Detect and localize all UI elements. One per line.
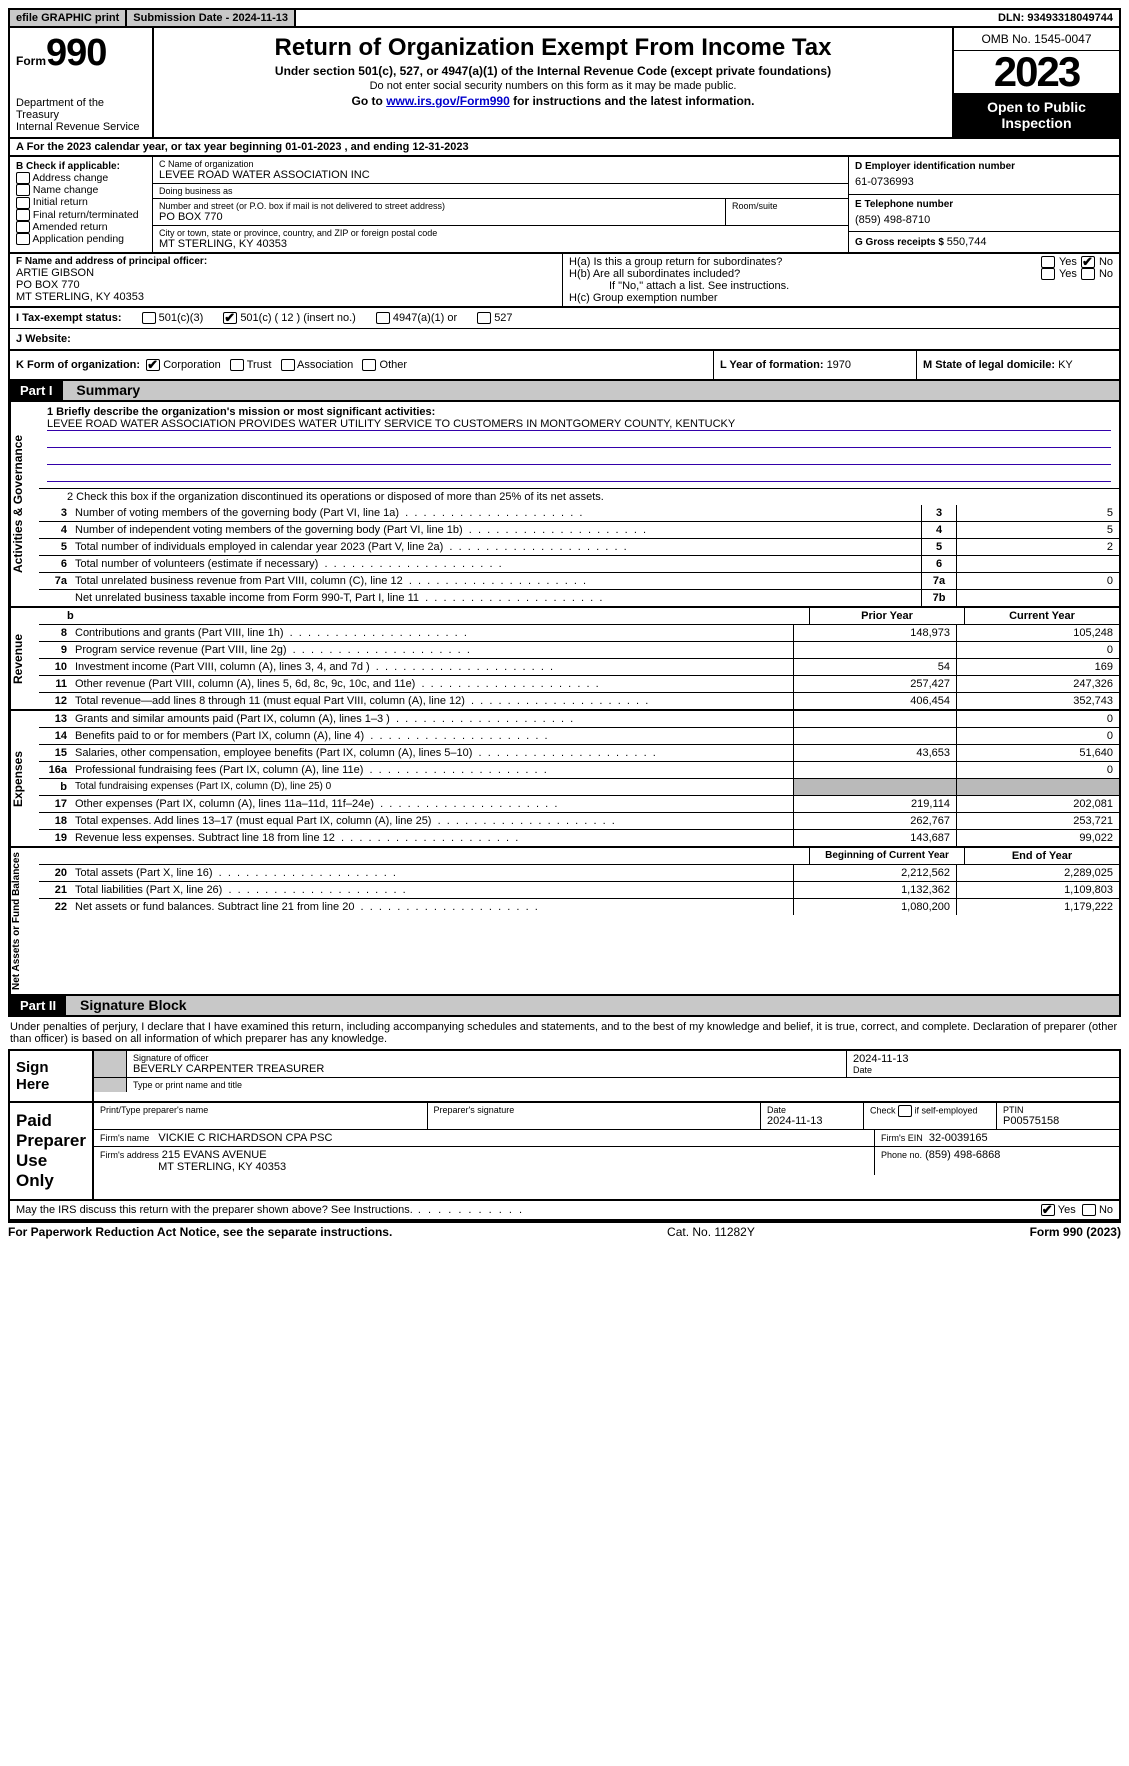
subtitle-2: Do not enter social security numbers on … [160, 80, 946, 92]
table-row: 5 Total number of individuals employed i… [39, 539, 1119, 556]
chk-final-return[interactable] [16, 209, 30, 221]
year-formation: 1970 [827, 359, 851, 371]
table-row: 19 Revenue less expenses. Subtract line … [39, 830, 1119, 846]
table-row: 18 Total expenses. Add lines 13–17 (must… [39, 813, 1119, 830]
mission-block: 1 Briefly describe the organization's mi… [39, 402, 1119, 489]
chk-501c3[interactable] [142, 312, 156, 324]
ha-yes[interactable] [1041, 256, 1055, 268]
part-ii-header: Part II Signature Block [8, 996, 1121, 1017]
gross-receipts: 550,744 [947, 236, 987, 248]
ein: 61-0736993 [855, 172, 1113, 188]
hb-yes[interactable] [1041, 268, 1055, 280]
chk-self-employed[interactable] [898, 1105, 912, 1117]
submission-date: Submission Date - 2024-11-13 [127, 10, 296, 26]
ptin: P00575158 [1003, 1115, 1113, 1127]
open-inspection: Open to Public Inspection [954, 93, 1119, 137]
table-row: 14 Benefits paid to or for members (Part… [39, 728, 1119, 745]
discuss-yes[interactable] [1041, 1204, 1055, 1216]
chk-4947[interactable] [376, 312, 390, 324]
form-header: Form990 Department of the Treasury Inter… [8, 28, 1121, 139]
city-state-zip: MT STERLING, KY 40353 [159, 238, 842, 250]
chk-trust[interactable] [230, 359, 244, 371]
table-row: 20 Total assets (Part X, line 16) 2,212,… [39, 865, 1119, 882]
table-row: 6 Total number of volunteers (estimate i… [39, 556, 1119, 573]
box-f: F Name and address of principal officer:… [10, 254, 563, 306]
org-name: LEVEE ROAD WATER ASSOCIATION INC [159, 169, 842, 181]
chk-other[interactable] [362, 359, 376, 371]
table-row: 17 Other expenses (Part IX, column (A), … [39, 796, 1119, 813]
net-assets-section: Net Assets or Fund Balances Beginning of… [8, 848, 1121, 996]
discuss-row: May the IRS discuss this return with the… [8, 1201, 1121, 1221]
table-row: 7a Total unrelated business revenue from… [39, 573, 1119, 590]
chk-501c[interactable] [223, 312, 237, 324]
table-row: 12 Total revenue—add lines 8 through 11 … [39, 693, 1119, 709]
chk-app-pending[interactable] [16, 233, 30, 245]
signature-intro: Under penalties of perjury, I declare th… [8, 1017, 1121, 1049]
table-row: 21 Total liabilities (Part X, line 26) 1… [39, 882, 1119, 899]
box-h: H(a) Is this a group return for subordin… [563, 254, 1119, 306]
preparer-phone: (859) 498-6868 [925, 1149, 1000, 1161]
department-label: Department of the Treasury Internal Reve… [16, 97, 146, 133]
table-row: 9 Program service revenue (Part VIII, li… [39, 642, 1119, 659]
fh-row: F Name and address of principal officer:… [8, 254, 1121, 308]
street-address: PO BOX 770 [159, 211, 719, 223]
table-row: 22 Net assets or fund balances. Subtract… [39, 899, 1119, 915]
revenue-section: Revenue b Prior Year Current Year 8 Cont… [8, 608, 1121, 711]
governance-section: Activities & Governance 1 Briefly descri… [8, 402, 1121, 608]
expenses-section: Expenses 13 Grants and similar amounts p… [8, 711, 1121, 848]
dln: DLN: 93493318049744 [992, 10, 1119, 26]
box-c: C Name of organization LEVEE ROAD WATER … [153, 157, 848, 252]
klm-row: K Form of organization: Corporation Trus… [8, 351, 1121, 381]
box-b: B Check if applicable: Address change Na… [10, 157, 153, 252]
efile-label[interactable]: efile GRAPHIC print [10, 10, 127, 26]
mission-text: LEVEE ROAD WATER ASSOCIATION PROVIDES WA… [47, 418, 1111, 431]
subtitle-3: Go to www.irs.gov/Form990 for instructio… [160, 94, 946, 108]
table-row: 8 Contributions and grants (Part VIII, l… [39, 625, 1119, 642]
state-domicile: KY [1058, 359, 1073, 371]
officer-signature-name: BEVERLY CARPENTER TREASURER [133, 1063, 840, 1075]
table-row: 15 Salaries, other compensation, employe… [39, 745, 1119, 762]
table-row: 4 Number of independent voting members o… [39, 522, 1119, 539]
hb-no[interactable] [1081, 268, 1095, 280]
table-row: 13 Grants and similar amounts paid (Part… [39, 711, 1119, 728]
chk-amended[interactable] [16, 221, 30, 233]
table-row: b Total fundraising expenses (Part IX, c… [39, 779, 1119, 796]
table-row: Net unrelated business taxable income fr… [39, 590, 1119, 606]
chk-address-change[interactable] [16, 172, 30, 184]
chk-corp[interactable] [146, 359, 160, 371]
firm-ein: 32-0039165 [929, 1132, 988, 1144]
table-row: 10 Investment income (Part VIII, column … [39, 659, 1119, 676]
table-row: 3 Number of voting members of the govern… [39, 505, 1119, 522]
discuss-no[interactable] [1082, 1204, 1096, 1216]
row-i: I Tax-exempt status: 501(c)(3) 501(c) ( … [8, 308, 1121, 329]
row-a-tax-year: A For the 2023 calendar year, or tax yea… [8, 139, 1121, 157]
row-j: J Website: [8, 329, 1121, 351]
sign-here-block: Sign Here Signature of officerBEVERLY CA… [8, 1049, 1121, 1103]
table-row: 11 Other revenue (Part VIII, column (A),… [39, 676, 1119, 693]
top-bar: efile GRAPHIC print Submission Date - 20… [8, 8, 1121, 28]
box-deg: D Employer identification number 61-0736… [848, 157, 1119, 252]
identity-block: B Check if applicable: Address change Na… [8, 157, 1121, 254]
table-row: 16a Professional fundraising fees (Part … [39, 762, 1119, 779]
chk-assoc[interactable] [281, 359, 295, 371]
subtitle-1: Under section 501(c), 527, or 4947(a)(1)… [160, 64, 946, 78]
chk-527[interactable] [477, 312, 491, 324]
part-i-header: Part I Summary [8, 381, 1121, 402]
form-number: Form990 [16, 32, 146, 75]
officer-name: ARTIE GIBSON [16, 267, 556, 279]
form-title: Return of Organization Exempt From Incom… [160, 34, 946, 62]
ha-no[interactable] [1081, 256, 1095, 268]
telephone: (859) 498-8710 [855, 210, 1113, 226]
firm-name: VICKIE C RICHARDSON CPA PSC [158, 1132, 332, 1144]
instructions-link[interactable]: www.irs.gov/Form990 [386, 94, 510, 108]
page-footer: For Paperwork Reduction Act Notice, see … [8, 1221, 1121, 1239]
chk-initial-return[interactable] [16, 197, 30, 209]
paid-preparer-block: Paid Preparer Use Only Print/Type prepar… [8, 1103, 1121, 1201]
chk-name-change[interactable] [16, 184, 30, 196]
tax-year: 2023 [954, 51, 1119, 93]
